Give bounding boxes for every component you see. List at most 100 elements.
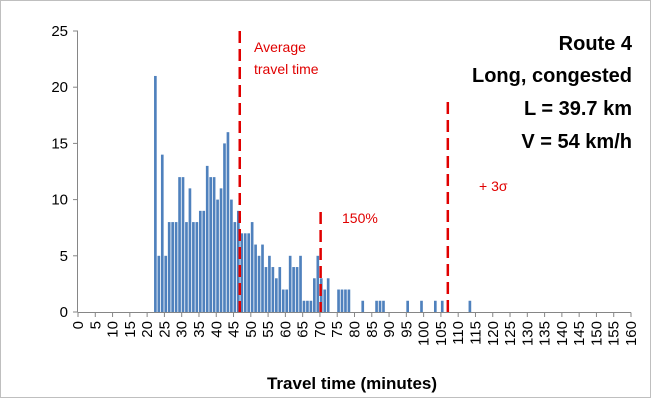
histogram-bar <box>382 300 385 312</box>
x-tick-label: 90 <box>381 321 398 338</box>
histogram-bar <box>216 199 219 312</box>
reference-line-label: Average <box>254 39 306 55</box>
x-tick-label: 10 <box>105 321 122 338</box>
histogram-bar <box>375 300 378 312</box>
histogram-bar <box>468 300 472 312</box>
histogram-bar <box>278 267 282 312</box>
histogram-bar <box>178 177 181 312</box>
x-tick-label: 125 <box>502 321 519 346</box>
reference-line-label: + 3σ <box>479 178 508 194</box>
histogram-bar <box>309 300 313 312</box>
histogram-bar <box>440 300 444 312</box>
x-tick-label: 115 <box>467 321 484 345</box>
y-tick-label: 5 <box>60 248 68 265</box>
histogram-bar <box>181 177 185 312</box>
histogram-bar <box>326 278 330 312</box>
histogram-bar <box>295 267 299 312</box>
x-tick-label: 60 <box>277 321 294 338</box>
bar-layer <box>154 75 472 313</box>
x-tick-label: 100 <box>416 321 433 346</box>
histogram-bar <box>164 255 168 312</box>
x-tick-label: 15 <box>122 321 139 338</box>
route-length: L = 39.7 km <box>524 98 632 120</box>
histogram-bar <box>406 300 409 312</box>
histogram-bar <box>226 132 230 312</box>
histogram-bar <box>285 289 289 312</box>
histogram-bar <box>306 300 309 312</box>
histogram-bar <box>271 267 275 312</box>
x-tick-label: 140 <box>554 321 571 346</box>
histogram-bar <box>378 300 382 312</box>
histogram-bar <box>230 199 233 312</box>
histogram-bar <box>188 188 192 312</box>
y-tick-label: 15 <box>51 135 68 152</box>
histogram-bar <box>212 177 216 312</box>
histogram-bar <box>275 278 278 312</box>
y-tick-layer: 0 5 10 15 20 25 <box>51 23 78 321</box>
reference-line-label: 150% <box>342 210 378 226</box>
route-speed: V = 54 km/h <box>521 131 632 153</box>
histogram-bar <box>268 255 271 312</box>
y-tick-label: 20 <box>51 79 68 96</box>
histogram-bar <box>313 278 316 312</box>
histogram-bar <box>185 222 188 312</box>
x-tick-label: 45 <box>226 321 243 338</box>
histogram-bar <box>299 255 302 312</box>
histogram-bar <box>288 255 292 312</box>
histogram-bar <box>247 233 251 312</box>
histogram-bar <box>292 267 295 312</box>
x-tick-label: 105 <box>433 321 450 346</box>
histogram-bar <box>347 289 351 312</box>
x-tick-label: 30 <box>174 321 191 338</box>
histogram-bar <box>344 289 347 312</box>
histogram-bar <box>236 210 240 312</box>
x-axis-title: Travel time (minutes) <box>267 374 437 393</box>
x-tick-label: 155 <box>606 321 623 346</box>
x-tick-label: 35 <box>191 321 208 338</box>
x-tick-label: 120 <box>485 321 502 346</box>
reference-line-layer: Average travel time 150% + 3σ <box>238 31 508 312</box>
histogram-bar <box>337 289 340 312</box>
histogram-bar <box>240 233 244 312</box>
histogram-bar <box>316 255 320 312</box>
x-tick-label: 150 <box>588 321 605 346</box>
x-tick-label: 85 <box>364 321 381 338</box>
histogram-bar <box>254 244 257 312</box>
x-tick-label: 130 <box>519 321 536 346</box>
x-tick-label: 40 <box>208 321 225 338</box>
x-tick-label: 95 <box>398 321 415 338</box>
histogram-bar <box>340 289 344 312</box>
histogram-bar <box>233 222 237 312</box>
x-tick-label: 50 <box>243 321 260 338</box>
reference-line-label: travel time <box>254 61 319 77</box>
x-tick-label: 5 <box>87 321 104 329</box>
x-tick-label: 80 <box>347 321 364 338</box>
x-tick-label: 145 <box>571 321 588 346</box>
histogram-bar <box>205 165 209 312</box>
x-tick-label: 110 <box>450 321 467 345</box>
route-description: Long, congested <box>472 65 632 87</box>
y-tick-label: 25 <box>51 23 68 40</box>
histogram-bar <box>361 300 365 312</box>
histogram-bar <box>264 267 268 312</box>
histogram-bar <box>167 222 171 312</box>
x-tick-layer: 0 5 10 15 20 25 30 35 40 45 50 55 60 65 70 75 80 85 90 95 10… <box>70 312 640 346</box>
x-tick-label: 160 <box>623 321 640 346</box>
histogram-bar <box>209 177 212 312</box>
histogram-bar <box>261 244 264 312</box>
histogram-bar <box>192 222 195 312</box>
histogram-bar <box>198 210 202 312</box>
x-tick-label: 20 <box>139 321 156 338</box>
histogram-bar <box>223 143 226 312</box>
histogram-bar <box>202 210 206 312</box>
y-tick-label: 0 <box>60 304 68 321</box>
histogram-bar <box>420 300 423 312</box>
histogram-bar <box>160 154 164 312</box>
histogram-bar <box>243 233 247 312</box>
x-tick-label: 70 <box>312 321 329 338</box>
histogram-bar <box>302 300 306 312</box>
histogram-bar <box>171 222 174 312</box>
histogram-bar <box>154 75 157 313</box>
x-tick-label: 135 <box>537 321 554 346</box>
